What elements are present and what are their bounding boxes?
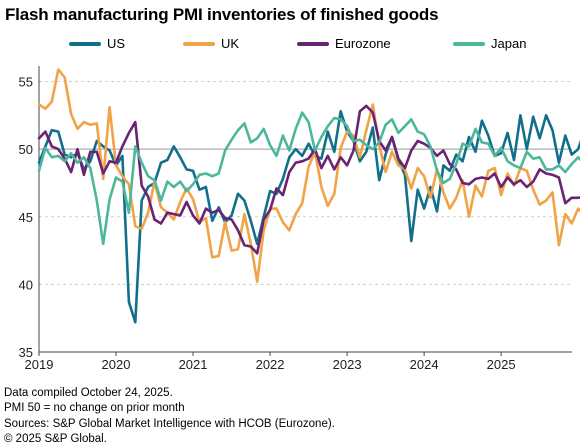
legend-label-japan: Japan (491, 36, 527, 51)
legend-swatch-japan (453, 41, 485, 46)
legend-swatch-uk (183, 41, 215, 46)
chart-legend: US UK Eurozone Japan (0, 36, 580, 54)
chart-title: Flash manufacturing PMI inventories of f… (5, 5, 439, 24)
y-tick-label-40: 40 (19, 277, 33, 292)
x-tick-label-2024: 2024 (410, 357, 439, 372)
note-data-compiled: Data compiled October 24, 2025. (4, 387, 173, 399)
x-tick-label-2019: 2019 (25, 357, 54, 372)
legend-swatch-us (69, 41, 101, 46)
y-tick-label-45: 45 (19, 210, 33, 225)
y-tick-label-55: 55 (19, 75, 33, 90)
line-chart: 35 40 45 50 55 2019 2020 2021 2022 2023 2024 2025 (19, 66, 580, 372)
legend-label-eurozone: Eurozone (335, 36, 391, 51)
series-line-eurozone (37, 104, 580, 255)
x-tick-label-2023: 2023 (333, 357, 362, 372)
note-sources: Sources: S&P Global Market Intelligence … (4, 417, 335, 430)
y-tick-label-50: 50 (19, 142, 33, 157)
x-tick-label-2021: 2021 (179, 357, 208, 372)
note-copyright: © 2025 S&P Global. (4, 432, 107, 445)
y-tick-label-35: 35 (19, 345, 33, 360)
note-pmi-definition: PMI 50 = no change on prior month (4, 402, 185, 415)
legend-item-eurozone: Eurozone (297, 36, 391, 51)
legend-item-uk: UK (183, 36, 239, 51)
chart-notes: Data compiled October 24, 2025. PMI 50 =… (4, 386, 335, 447)
legend-item-us: US (69, 36, 125, 51)
x-tick-label-2022: 2022 (256, 357, 285, 372)
legend-label-uk: UK (221, 36, 240, 51)
series-line-uk (37, 68, 580, 284)
x-tick-label-2025: 2025 (487, 357, 516, 372)
legend-item-japan: Japan (453, 36, 526, 51)
x-tick-label-2020: 2020 (102, 357, 131, 372)
legend-label-us: US (107, 36, 126, 51)
legend-swatch-eurozone (297, 41, 329, 46)
series-line-us (37, 110, 580, 324)
series-line-japan (37, 111, 580, 246)
